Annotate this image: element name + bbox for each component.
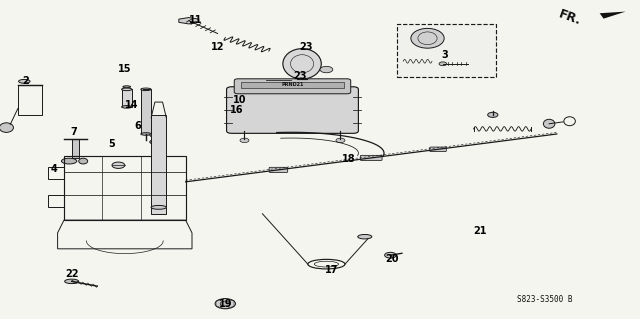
Text: 12: 12 [211, 42, 225, 52]
Text: 15: 15 [118, 63, 132, 74]
Ellipse shape [79, 158, 88, 164]
Ellipse shape [122, 106, 132, 108]
Text: FR.: FR. [557, 7, 582, 28]
Text: 6: 6 [134, 121, 141, 131]
Polygon shape [179, 18, 199, 24]
Ellipse shape [150, 139, 164, 145]
Text: 22: 22 [65, 269, 79, 279]
Circle shape [112, 162, 125, 168]
Circle shape [385, 252, 396, 258]
FancyBboxPatch shape [429, 147, 446, 152]
Text: 14: 14 [124, 100, 138, 110]
Circle shape [488, 112, 498, 117]
Text: 23: 23 [292, 71, 307, 81]
Text: 21: 21 [473, 226, 487, 236]
Ellipse shape [141, 88, 151, 91]
FancyBboxPatch shape [269, 167, 288, 172]
FancyBboxPatch shape [360, 155, 382, 160]
Ellipse shape [358, 234, 372, 239]
Bar [122, 89, 132, 107]
Bar [141, 89, 151, 134]
Bar [64, 156, 186, 220]
Ellipse shape [151, 205, 166, 209]
Ellipse shape [122, 88, 132, 91]
Text: 20: 20 [385, 254, 399, 264]
Ellipse shape [123, 86, 131, 88]
Bar [241, 82, 344, 88]
Ellipse shape [141, 133, 151, 135]
Ellipse shape [65, 279, 79, 284]
Circle shape [215, 299, 236, 309]
Text: 4: 4 [51, 164, 58, 174]
Circle shape [336, 138, 345, 143]
Ellipse shape [283, 48, 321, 79]
Text: 5: 5 [109, 138, 115, 149]
Text: 16: 16 [230, 105, 244, 115]
Text: 3: 3 [442, 50, 448, 60]
FancyBboxPatch shape [227, 87, 358, 133]
Text: 19: 19 [218, 299, 232, 309]
Bar [18, 85, 42, 115]
Circle shape [320, 66, 333, 73]
Text: S823-S3500 B: S823-S3500 B [517, 295, 573, 304]
Text: PRND21: PRND21 [282, 82, 303, 87]
Bar [151, 115, 166, 214]
Circle shape [439, 62, 447, 66]
FancyBboxPatch shape [234, 79, 351, 94]
Bar [397, 24, 496, 77]
Text: 17: 17 [324, 264, 339, 275]
Circle shape [240, 138, 249, 143]
Ellipse shape [267, 98, 290, 101]
Ellipse shape [61, 158, 77, 164]
Ellipse shape [543, 119, 555, 128]
Circle shape [220, 301, 230, 306]
Bar [72, 139, 79, 158]
Bar [267, 85, 290, 100]
Text: 7: 7 [70, 127, 77, 137]
Text: 2: 2 [22, 76, 29, 86]
Ellipse shape [0, 123, 13, 132]
Ellipse shape [150, 132, 164, 137]
Ellipse shape [19, 79, 30, 83]
Ellipse shape [411, 28, 444, 48]
Text: 11: 11 [188, 15, 202, 25]
Bar [48, 195, 64, 207]
Polygon shape [600, 11, 626, 19]
Text: 18: 18 [342, 154, 356, 165]
Text: 10: 10 [233, 95, 247, 106]
Text: 23: 23 [299, 42, 313, 52]
Ellipse shape [267, 84, 290, 87]
Bar [48, 167, 64, 179]
